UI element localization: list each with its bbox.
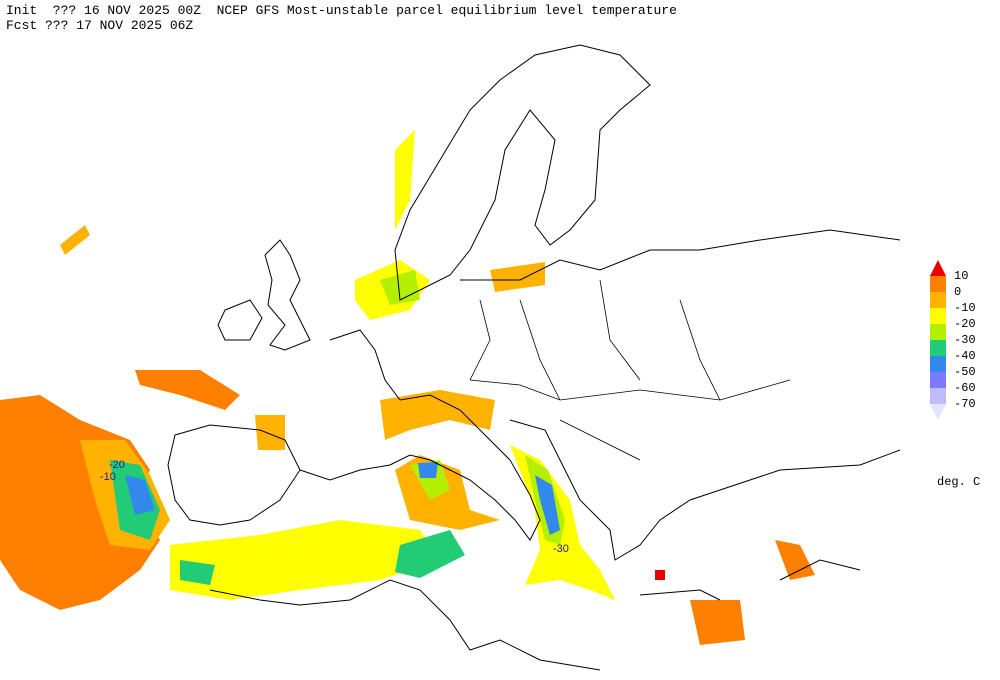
legend-level-label: -70 [954, 397, 976, 411]
contour-label: -30 [553, 543, 569, 555]
legend-level-label: -20 [954, 317, 976, 331]
legend-swatch [930, 356, 946, 372]
header-line: Init ??? 16 NOV 2025 00Z NCEP GFS Most-u… [6, 3, 677, 18]
legend-swatch [930, 404, 946, 420]
legend-level-label: 0 [954, 285, 961, 299]
legend-level-label: -10 [954, 301, 976, 315]
color-legend: 10 0 -10 -20 -30 -40 -50 -60 -70 [930, 260, 976, 420]
legend-unit: deg. C [937, 475, 980, 489]
contour-label: -20 [109, 459, 125, 471]
contour-label: -10 [100, 471, 116, 483]
shading [0, 130, 815, 645]
legend-level-label: -40 [954, 349, 976, 363]
legend-swatch [930, 276, 946, 292]
legend-swatch [930, 308, 946, 324]
header-line: Fcst ??? 17 NOV 2025 06Z [6, 18, 193, 33]
legend-swatch [930, 388, 946, 404]
legend-level-label: -30 [954, 333, 976, 347]
legend-swatch [930, 340, 946, 356]
legend-swatch [930, 260, 946, 276]
legend-swatch [930, 372, 946, 388]
legend-level-label: -60 [954, 381, 976, 395]
legend-swatch [930, 324, 946, 340]
legend-level-label: 10 [954, 269, 968, 283]
legend-level-label: -50 [954, 365, 976, 379]
coastlines [167, 44, 901, 671]
legend-swatch [930, 292, 946, 308]
